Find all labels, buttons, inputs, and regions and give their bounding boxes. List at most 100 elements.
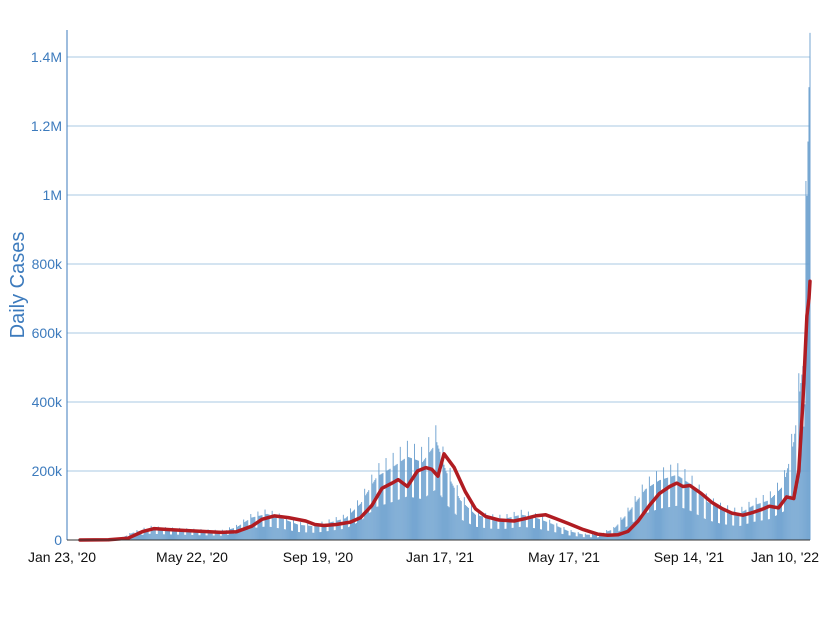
daily-case-bar — [735, 513, 737, 540]
daily-case-bar — [273, 516, 275, 540]
daily-case-bar — [555, 532, 557, 540]
daily-case-bar — [719, 523, 720, 540]
daily-case-bar — [260, 515, 262, 540]
daily-case-bar — [467, 507, 469, 540]
daily-case-bar — [442, 446, 444, 540]
daily-case-bar — [480, 515, 482, 540]
daily-case-bar — [645, 488, 647, 540]
x-tick-label: Sep 19, '20 — [283, 549, 354, 565]
daily-case-bar — [663, 467, 665, 540]
daily-case-bar — [427, 495, 429, 540]
daily-case-bar — [572, 532, 574, 540]
daily-case-bar — [439, 451, 441, 540]
daily-case-bar — [664, 478, 666, 540]
daily-case-bar — [506, 514, 508, 540]
daily-case-bar — [337, 520, 339, 540]
daily-case-bar — [513, 511, 515, 540]
daily-case-bar — [145, 529, 147, 540]
daily-case-bar — [375, 478, 377, 540]
daily-case-bar — [671, 476, 673, 540]
daily-case-bar — [761, 520, 763, 540]
daily-case-bar — [639, 517, 641, 540]
daily-case-bar — [523, 515, 525, 540]
daily-case-bar — [214, 529, 216, 540]
daily-case-bar — [190, 530, 192, 540]
daily-case-bar — [399, 446, 401, 540]
daily-case-bar — [766, 500, 768, 540]
daily-case-bar — [524, 515, 526, 540]
daily-case-bar — [544, 521, 546, 540]
daily-case-bar — [773, 494, 775, 540]
daily-case-bar — [315, 525, 317, 540]
daily-case-bar — [153, 528, 155, 540]
daily-case-bar — [459, 500, 461, 540]
daily-case-bar — [646, 512, 648, 540]
daily-case-bar — [604, 536, 606, 540]
daily-case-bar — [583, 537, 585, 540]
daily-case-bar — [212, 535, 214, 540]
daily-case-bar — [792, 446, 794, 540]
daily-case-bar — [194, 530, 196, 540]
daily-case-bar — [679, 476, 681, 540]
daily-case-bar — [431, 449, 433, 540]
daily-case-bar — [747, 523, 749, 540]
daily-case-bar — [803, 426, 805, 540]
daily-case-bar — [321, 521, 323, 540]
daily-case-bar — [177, 534, 179, 540]
daily-case-bar — [567, 530, 569, 540]
daily-case-bar — [708, 502, 710, 540]
daily-case-bar — [649, 486, 651, 540]
x-tick-label: Jan 23, '20 — [28, 549, 96, 565]
daily-case-bar — [307, 522, 309, 540]
daily-case-bar — [178, 534, 180, 540]
daily-case-bar — [728, 511, 730, 540]
daily-case-bar — [644, 489, 646, 540]
daily-case-bar — [760, 520, 762, 540]
daily-case-bar — [601, 533, 603, 540]
daily-case-bar — [227, 534, 229, 540]
daily-case-bar — [684, 469, 686, 540]
daily-case-bar — [559, 527, 561, 540]
daily-case-bar — [143, 527, 145, 540]
daily-case-bar — [299, 532, 301, 540]
daily-case-bar — [657, 481, 658, 540]
daily-case-bar — [736, 513, 738, 540]
daily-case-bar — [176, 529, 178, 540]
daily-case-bar — [658, 480, 659, 540]
daily-case-bar — [174, 529, 176, 540]
daily-case-bar — [751, 506, 753, 540]
daily-case-bar — [660, 479, 662, 540]
daily-case-bar — [419, 498, 421, 540]
daily-case-bar — [485, 512, 487, 540]
daily-case-bar — [263, 526, 265, 540]
daily-case-bar — [516, 515, 518, 540]
daily-case-bar — [703, 518, 705, 540]
daily-case-bar — [193, 528, 195, 540]
daily-case-bar — [641, 484, 643, 540]
daily-case-bar — [209, 531, 211, 540]
daily-case-bar — [725, 524, 727, 540]
daily-case-bar — [509, 517, 511, 540]
daily-case-bar — [393, 466, 395, 540]
daily-case-bar — [763, 501, 765, 540]
daily-case-bar — [146, 528, 148, 540]
daily-case-bar — [620, 517, 622, 540]
daily-case-bar — [341, 529, 343, 540]
y-tick-label: 600k — [32, 325, 63, 341]
daily-case-bar — [599, 533, 600, 540]
daily-case-bar — [332, 521, 334, 540]
daily-case-bar — [253, 517, 255, 540]
daily-case-bar — [413, 497, 414, 540]
daily-case-bar — [596, 534, 597, 540]
daily-case-bar — [507, 517, 509, 540]
daily-case-bar — [254, 516, 256, 540]
daily-case-bar — [540, 529, 542, 540]
daily-case-bar — [211, 531, 213, 540]
daily-case-bar — [493, 518, 495, 540]
daily-case-bar — [401, 460, 403, 540]
daily-case-bar — [147, 528, 149, 540]
daily-case-bar — [392, 452, 394, 540]
daily-case-bar — [710, 521, 712, 540]
daily-case-bar — [323, 524, 325, 540]
